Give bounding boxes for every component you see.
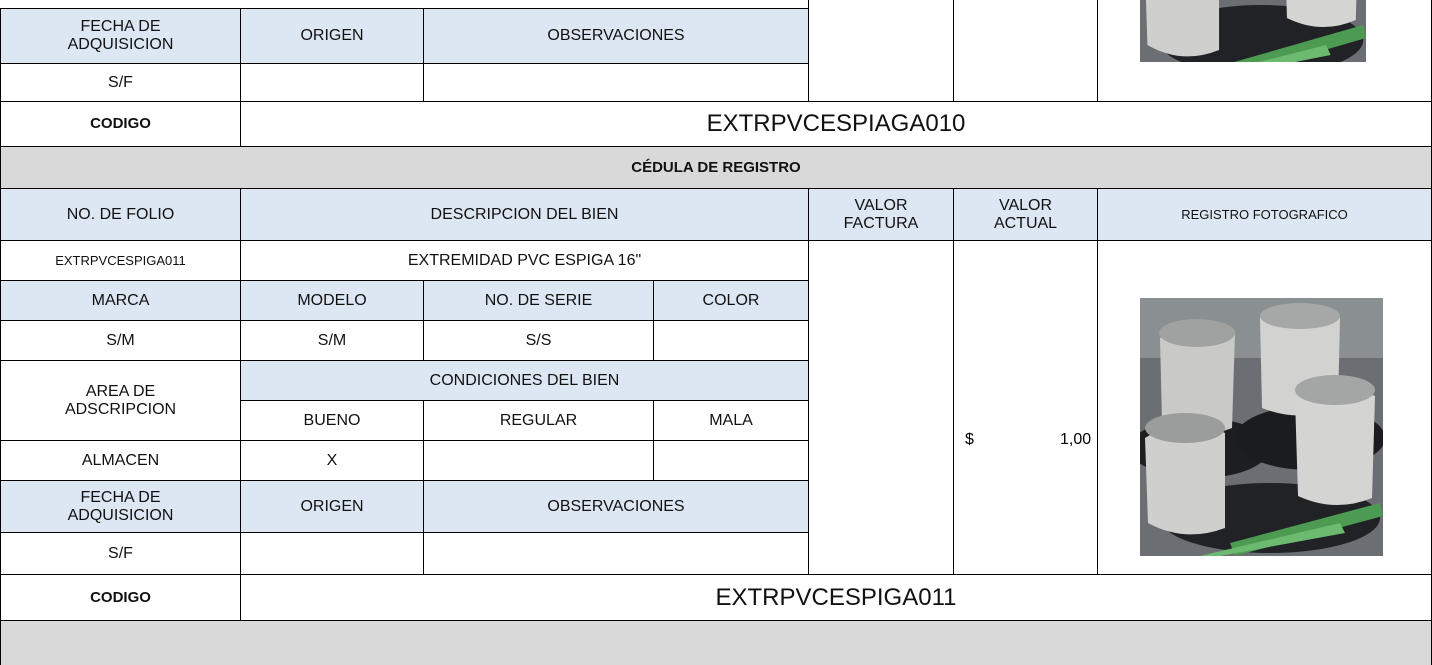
header-cell: ORIGEN: [240, 8, 424, 64]
header-cell: FECHA DE ADQUISICION: [0, 480, 241, 533]
code-value: EXTRPVCESPIGA011: [240, 574, 1432, 621]
table-cell: MALA: [653, 400, 809, 441]
table-cell: [653, 440, 809, 481]
table-cell: [423, 63, 809, 102]
section-title: CÉDULA DE REGISTRO: [0, 146, 1432, 189]
currency-sign: $: [965, 431, 974, 448]
header-cell: MARCA: [0, 280, 241, 321]
header-cell: ORIGEN: [240, 480, 424, 533]
code-label: CODIGO: [0, 574, 241, 621]
header-cell: NO. DE SERIE: [423, 280, 654, 321]
header-cell: CONDICIONES DEL BIEN: [240, 360, 809, 401]
item-photo: [1140, 0, 1366, 62]
table-cell: [423, 532, 809, 575]
table-cell: S/F: [0, 532, 241, 575]
header-cell: MODELO: [240, 280, 424, 321]
table-cell: EXTRPVCESPIGA011: [0, 240, 241, 281]
header-cell: OBSERVACIONES: [423, 8, 809, 64]
header-cell: FECHA DE ADQUISICION: [0, 8, 241, 64]
table-cell: [423, 440, 654, 481]
code-value: EXTRPVCESPIAGA010: [240, 101, 1432, 147]
table-cell: [240, 532, 424, 575]
header-cell: VALOR FACTURA: [808, 188, 954, 241]
header-cell: VALOR ACTUAL: [953, 188, 1098, 241]
table-cell: S/S: [423, 320, 654, 361]
table-cell: [953, 0, 1098, 102]
code-label: CODIGO: [0, 101, 241, 147]
header-cell: COLOR: [653, 280, 809, 321]
table-cell: [653, 320, 809, 361]
table-cell: [808, 0, 954, 102]
table-cell: AREA DE ADSCRIPCION: [0, 360, 241, 441]
table-cell: EXTREMIDAD PVC ESPIGA 16": [240, 240, 809, 281]
table-cell: S/M: [0, 320, 241, 361]
table-cell: [240, 63, 424, 102]
current-value: 1,00: [1060, 431, 1092, 448]
table-cell: ALMACEN: [0, 440, 241, 481]
item-photo: [1140, 298, 1383, 556]
table-cell: [808, 240, 954, 575]
table-cell: REGULAR: [423, 400, 654, 441]
empty-band: [0, 620, 1432, 665]
table-cell: S/M: [240, 320, 424, 361]
header-cell: DESCRIPCION DEL BIEN: [240, 188, 809, 241]
value-cell: [953, 240, 1098, 575]
table-cell: S/F: [0, 63, 241, 102]
table-cell: BUENO: [240, 400, 424, 441]
header-cell: OBSERVACIONES: [423, 480, 809, 533]
header-cell: REGISTRO FOTOGRAFICO: [1097, 188, 1432, 241]
header-cell: NO. DE FOLIO: [0, 188, 241, 241]
table-cell: X: [240, 440, 424, 481]
